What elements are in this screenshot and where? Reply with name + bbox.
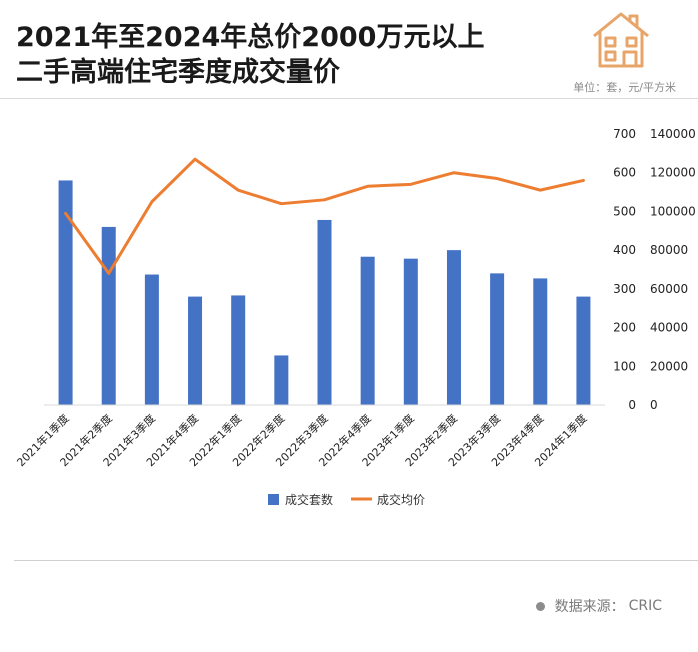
left-axis-tick-label: 100 <box>613 359 636 373</box>
legend-label-bars: 成交套数 <box>285 492 333 507</box>
unit-label: 单位：套，元/平方米 <box>573 81 676 94</box>
right-axis-tick-label: 100000 <box>650 204 696 218</box>
bar-2024年1季度 <box>576 296 591 405</box>
source-name: CRIC <box>628 598 662 614</box>
left-axis-tick-label: 400 <box>613 243 636 257</box>
bar-2021年1季度 <box>58 180 73 405</box>
bar-2022年3季度 <box>317 219 332 405</box>
left-axis-tick-label: 500 <box>613 204 636 218</box>
bar-2022年1季度 <box>231 295 246 405</box>
x-axis-ticks: 2021年1季度2021年2季度2021年3季度2021年4季度2022年1季度… <box>14 411 590 469</box>
right-axis-tick-label: 60000 <box>650 282 688 296</box>
left-axis-tick-label: 600 <box>613 166 636 180</box>
left-axis-tick-label: 200 <box>613 321 636 335</box>
right-axis-tick-label: 140000 <box>650 127 696 141</box>
legend-swatch-bars <box>268 494 279 505</box>
legend-label-line: 成交均价 <box>377 492 425 507</box>
source-dot-icon <box>535 601 545 611</box>
bar-2022年4季度 <box>360 256 375 405</box>
bar-2023年3季度 <box>490 273 505 405</box>
legend: 成交套数 成交均价 <box>268 492 425 507</box>
combo-chart: 0 100 200 300 400 500 600 700 0 20000 40000 60000 8… <box>14 127 696 507</box>
right-axis-ticks: 0 20000 40000 60000 80000 100000 120000 140000 <box>650 127 696 412</box>
chart-title: 2021年至2024年总价2000万元以上 二手高端住宅季度成交量价 <box>16 20 484 90</box>
house-icon <box>593 12 649 68</box>
bar-2022年2季度 <box>274 355 289 405</box>
right-axis-tick-label: 0 <box>650 398 658 412</box>
chart-title-line1: 2021年至2024年总价2000万元以上 <box>16 22 485 53</box>
bar-2023年4季度 <box>533 278 548 405</box>
right-axis-tick-label: 80000 <box>650 243 688 257</box>
right-axis-tick-label: 120000 <box>650 166 696 180</box>
source-prefix: 数据来源： <box>554 599 625 615</box>
bar-2023年2季度 <box>446 250 461 405</box>
right-axis-tick-label: 40000 <box>650 321 688 335</box>
chart-title-line2: 二手高端住宅季度成交量价 <box>16 57 340 88</box>
left-axis-tick-label: 700 <box>613 127 636 141</box>
bar-2021年3季度 <box>144 274 159 405</box>
bar-2023年1季度 <box>403 258 418 405</box>
left-axis-tick-label: 0 <box>628 398 636 412</box>
line-series-avg-price <box>64 157 585 275</box>
source-note: 数据来源： CRIC <box>535 596 662 616</box>
bottom-divider <box>14 560 698 561</box>
bar-2021年4季度 <box>188 296 203 405</box>
bar-2021年2季度 <box>101 226 116 405</box>
top-divider <box>0 98 698 99</box>
right-axis-tick-label: 20000 <box>650 359 688 373</box>
left-axis-tick-label: 300 <box>613 282 636 296</box>
left-axis-ticks: 0 100 200 300 400 500 600 700 <box>613 127 636 412</box>
bar-series-transactions <box>58 180 591 405</box>
